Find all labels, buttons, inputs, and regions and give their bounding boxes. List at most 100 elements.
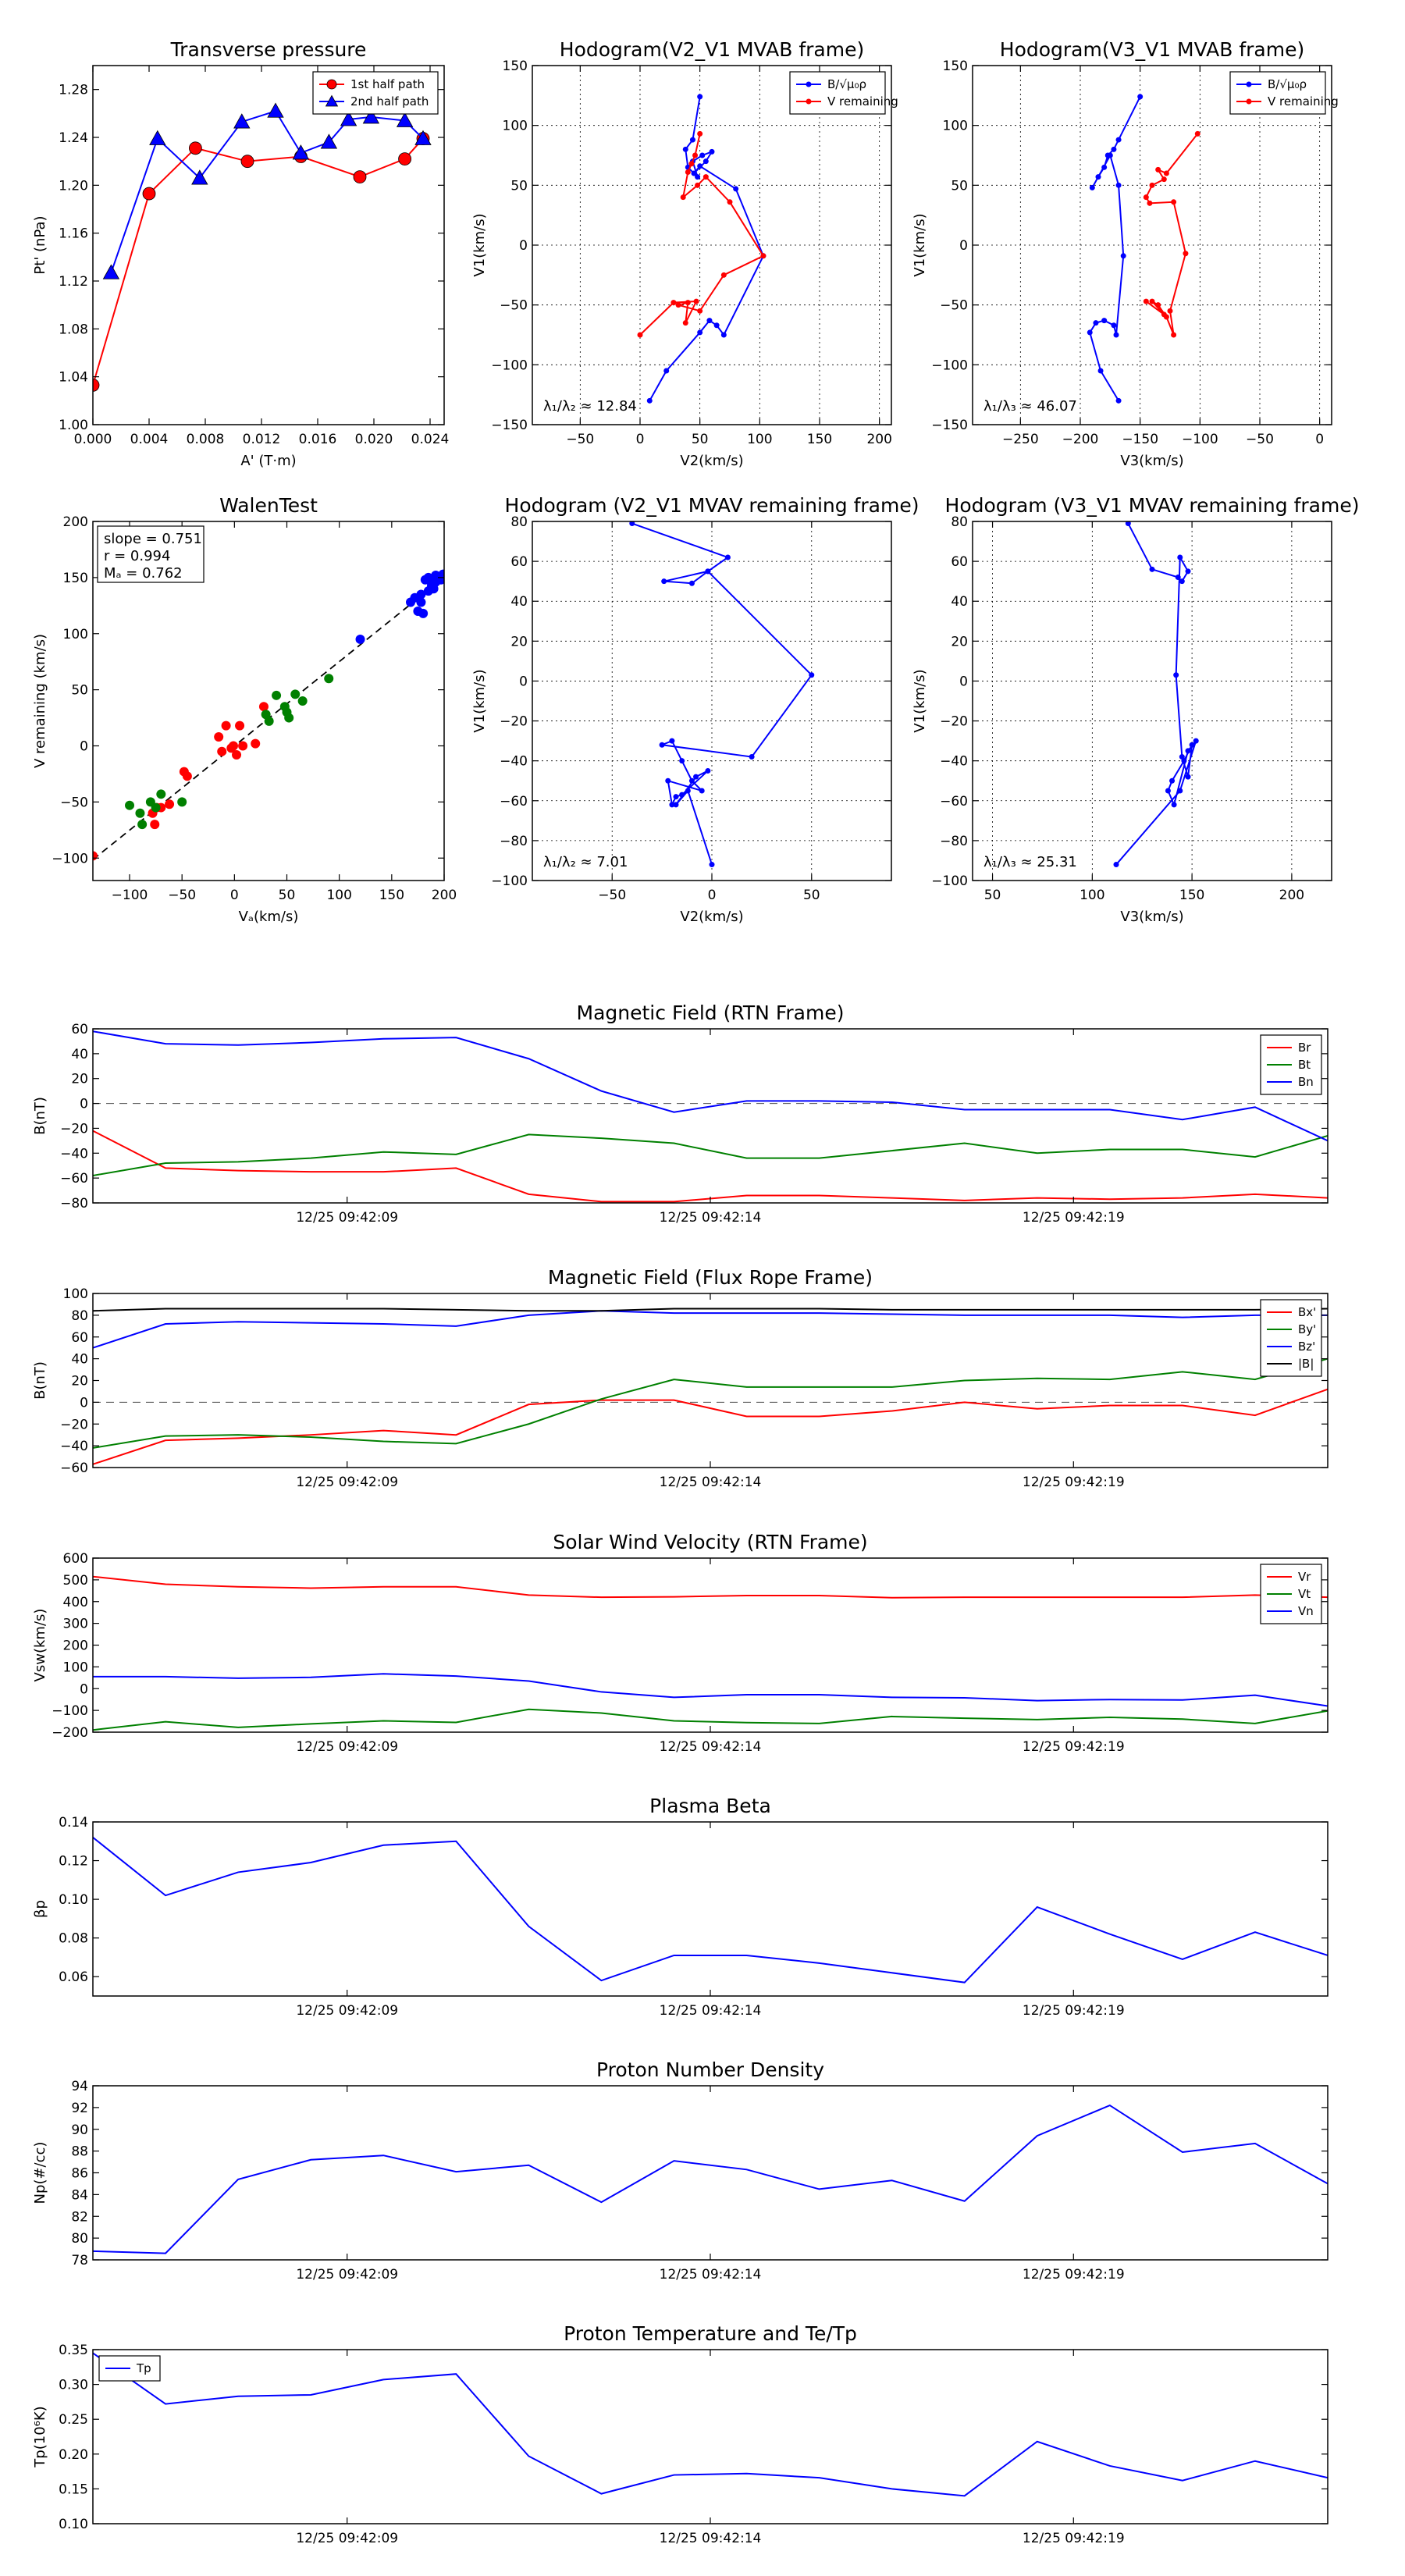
chart-title: Hodogram(V2_V1 MVAB frame) xyxy=(560,38,864,61)
legend-box xyxy=(1229,71,1326,115)
y-tick-label: −100 xyxy=(52,851,88,866)
data-point xyxy=(292,144,310,160)
y-tick-label: 200 xyxy=(63,514,88,530)
data-point xyxy=(689,137,695,143)
y-tick-label: 80 xyxy=(71,2231,88,2247)
data-point xyxy=(1183,251,1189,257)
data-point xyxy=(1149,298,1155,304)
data-point xyxy=(267,102,284,118)
y-tick-label: 0 xyxy=(80,1097,88,1112)
chart-title: Plasma Beta xyxy=(649,1795,771,1817)
plot-area xyxy=(637,94,767,404)
eigenvalue-ratio: λ₁/λ₂ ≈ 12.84 xyxy=(543,398,637,415)
data-point xyxy=(264,716,274,726)
data-point xyxy=(709,148,715,155)
series-line-0 xyxy=(93,1388,1328,1465)
chart-np: 12/25 09:42:09 12/25 09:42:14 12/25 09:42:… xyxy=(32,2058,1329,2282)
x-tick-label: −200 xyxy=(1062,432,1099,447)
data-point xyxy=(396,112,414,127)
chart-h3: −50 0 50 −100 −80 −60 −40 −20 0 20 40 60 80Hodogram … xyxy=(471,494,919,925)
data-point xyxy=(156,789,166,799)
data-point xyxy=(682,320,688,326)
x-tick-label: 12/25 09:42:09 xyxy=(296,2531,398,2546)
data-point xyxy=(326,79,337,90)
data-point xyxy=(177,797,187,807)
data-point xyxy=(229,741,238,751)
x-tick-label: 12/25 09:42:09 xyxy=(296,2003,398,2019)
y-tick-label: 0 xyxy=(519,238,528,254)
legend-label: B/√μ₀ρ xyxy=(1268,77,1307,91)
y-tick-label: 150 xyxy=(503,59,528,74)
series-line-0 xyxy=(93,2104,1328,2254)
y-tick-label: −60 xyxy=(60,1461,88,1476)
data-point xyxy=(692,152,699,158)
x-tick-label: 100 xyxy=(747,432,772,447)
x-tick-label: 150 xyxy=(379,888,404,903)
x-tick-label: 12/25 09:42:14 xyxy=(660,1739,762,1755)
y-tick-label: 60 xyxy=(71,1330,88,1346)
data-point xyxy=(290,689,301,699)
y-tick-label: 78 xyxy=(71,2253,88,2268)
y-tick-label: 100 xyxy=(943,119,968,134)
y-tick-label: −150 xyxy=(931,418,968,433)
x-tick-label: −50 xyxy=(598,888,626,903)
y-tick-label: 88 xyxy=(71,2144,88,2160)
legend-label: B/√μ₀ρ xyxy=(827,77,866,91)
legend: Vr Vt Vn xyxy=(1260,1564,1322,1624)
chart-title: Transverse pressure xyxy=(170,38,367,61)
data-point xyxy=(1137,94,1144,100)
legend-marker xyxy=(1246,81,1252,87)
x-tick-label: 12/25 09:42:09 xyxy=(296,1210,398,1226)
y-tick-label: 0.10 xyxy=(59,1892,88,1908)
data-point xyxy=(232,750,242,760)
data-point xyxy=(238,741,248,751)
plot-area xyxy=(93,1575,1328,1731)
data-point xyxy=(669,738,675,744)
data-point xyxy=(688,580,695,586)
data-point xyxy=(697,163,703,169)
plot-area xyxy=(1087,94,1200,404)
legend-label: 1st half path xyxy=(350,77,425,91)
y-tick-label: 1.12 xyxy=(59,274,88,290)
x-tick-label: 0 xyxy=(708,888,717,903)
data-point xyxy=(699,788,705,794)
y-tick-label: 300 xyxy=(63,1617,88,1632)
data-point xyxy=(697,94,703,100)
x-tick-label: 12/25 09:42:14 xyxy=(660,2003,762,2019)
data-point xyxy=(693,774,699,780)
legend-box xyxy=(789,71,886,115)
y-tick-label: −40 xyxy=(60,1439,88,1454)
data-point xyxy=(1189,742,1195,748)
data-point xyxy=(258,702,269,712)
x-tick-label: 0.012 xyxy=(243,432,281,447)
data-point xyxy=(191,169,208,185)
x-tick-label: 0.016 xyxy=(299,432,337,447)
x-tick-label: 100 xyxy=(1080,888,1104,903)
y-tick-label: 0 xyxy=(80,739,88,755)
data-point xyxy=(93,379,100,392)
y-tick-label: 1.04 xyxy=(59,370,88,386)
chart-title: Hodogram(V3_V1 MVAB frame) xyxy=(1000,38,1304,61)
y-tick-label: −80 xyxy=(60,1196,88,1212)
data-point xyxy=(702,174,709,180)
x-tick-label: −50 xyxy=(566,432,594,447)
y-tick-label: −100 xyxy=(491,358,528,373)
y-tick-label: 40 xyxy=(71,1047,88,1062)
data-point xyxy=(661,578,667,585)
y-tick-label: 40 xyxy=(510,594,528,610)
data-point xyxy=(665,777,671,784)
series-line-0 xyxy=(93,1575,1328,1599)
y-axis-label: βp xyxy=(32,1900,48,1918)
y-tick-label: 100 xyxy=(503,119,528,134)
data-point xyxy=(1161,176,1167,183)
y-tick-label: −20 xyxy=(60,1417,88,1432)
legend: B/√μ₀ρ V remaining xyxy=(1229,71,1339,115)
y-tick-label: 1.20 xyxy=(59,178,88,194)
data-point xyxy=(1115,397,1122,404)
legend-label: By' xyxy=(1298,1322,1316,1336)
data-point xyxy=(221,720,231,731)
data-point xyxy=(182,771,192,781)
data-point xyxy=(663,368,670,374)
y-tick-label: −20 xyxy=(500,714,528,730)
y-tick-label: −80 xyxy=(940,834,968,849)
